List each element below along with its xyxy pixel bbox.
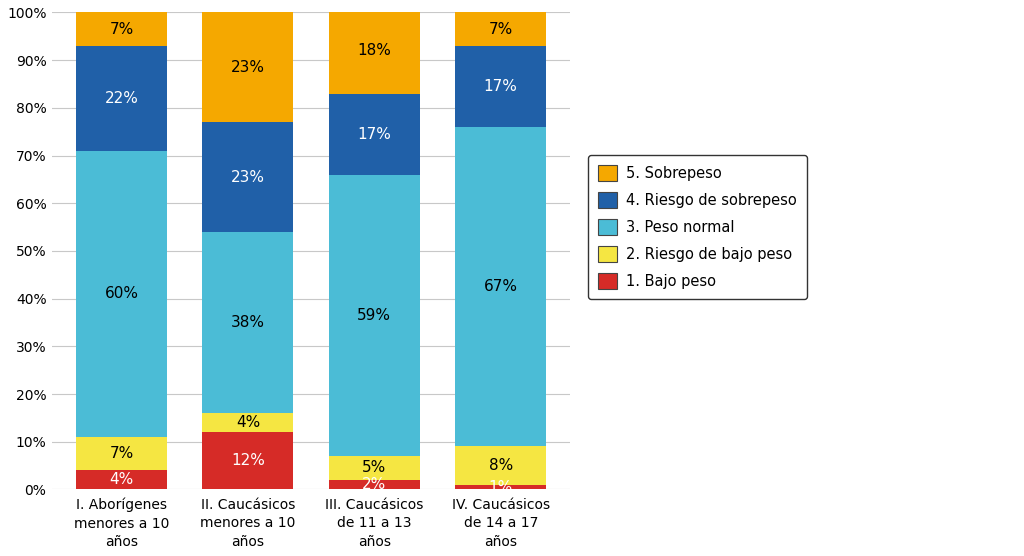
Text: 7%: 7% [110, 22, 134, 37]
Bar [329, 93, 420, 175]
Bar [329, 175, 420, 456]
Bar [456, 12, 546, 46]
Bar [203, 232, 294, 413]
Bar [203, 413, 294, 432]
Text: 4%: 4% [110, 473, 134, 488]
Text: 23%: 23% [230, 170, 265, 185]
Bar [76, 437, 167, 470]
Text: 5%: 5% [362, 460, 386, 475]
Bar [456, 446, 546, 485]
Text: 67%: 67% [483, 279, 518, 294]
Bar [76, 12, 167, 46]
Text: 38%: 38% [230, 315, 265, 330]
Text: 59%: 59% [357, 308, 391, 323]
Text: 7%: 7% [488, 22, 513, 37]
Text: 7%: 7% [110, 446, 134, 461]
Text: 17%: 17% [483, 79, 518, 94]
Text: 18%: 18% [357, 43, 391, 58]
Bar [456, 127, 546, 446]
Bar [203, 122, 294, 232]
Bar [203, 432, 294, 489]
Bar [329, 8, 420, 93]
Text: 22%: 22% [104, 91, 138, 106]
Bar [456, 46, 546, 127]
Bar [76, 46, 167, 151]
Text: 8%: 8% [488, 458, 513, 473]
Text: 2%: 2% [362, 477, 386, 492]
Legend: 5. Sobrepeso, 4. Riesgo de sobrepeso, 3. Peso normal, 2. Riesgo de bajo peso, 1.: 5. Sobrepeso, 4. Riesgo de sobrepeso, 3.… [588, 155, 807, 299]
Text: 12%: 12% [231, 453, 265, 468]
Text: 4%: 4% [236, 415, 260, 430]
Bar [203, 12, 294, 122]
Bar [76, 470, 167, 489]
Bar [329, 480, 420, 489]
Text: 23%: 23% [230, 60, 265, 75]
Text: 17%: 17% [357, 127, 391, 142]
Text: 60%: 60% [104, 286, 138, 301]
Bar [329, 456, 420, 480]
Bar [76, 151, 167, 437]
Bar [456, 485, 546, 489]
Text: 1%: 1% [488, 479, 513, 494]
